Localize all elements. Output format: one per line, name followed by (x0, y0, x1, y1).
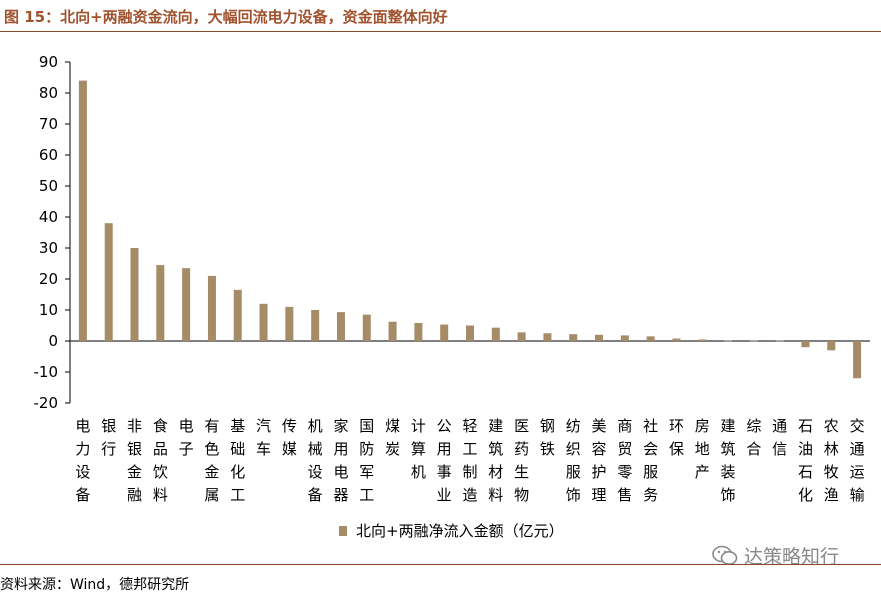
category-label: 建筑材料 (488, 417, 503, 504)
bar (595, 334, 604, 341)
category-label: 建筑装饰 (721, 417, 736, 504)
bar (724, 340, 733, 342)
category-label: 银行 (101, 417, 116, 458)
bar (130, 248, 139, 341)
y-tick-label: 50 (39, 177, 58, 195)
y-tick-label: 80 (39, 84, 58, 102)
category-label: 农林牧渔 (824, 417, 839, 504)
bar (414, 323, 423, 341)
category-label: 医药生物 (514, 417, 529, 504)
bar (285, 306, 294, 341)
category-label: 煤炭 (385, 417, 400, 458)
bottom-rule (0, 564, 881, 565)
y-tick-label: 40 (39, 208, 58, 226)
y-tick-label: -20 (34, 394, 59, 412)
legend-label: 北向+两融净流入金额（亿元） (356, 522, 564, 540)
y-tick-label: 90 (39, 53, 58, 71)
bar (207, 275, 216, 341)
y-tick-label: 60 (39, 146, 58, 164)
bar (336, 312, 345, 341)
category-label: 汽车 (256, 417, 271, 458)
y-tick-label: 10 (39, 301, 58, 319)
bar (698, 339, 707, 341)
category-label: 非银金融 (127, 417, 142, 504)
top-rule (0, 31, 881, 32)
category-label: 公用事业 (437, 417, 452, 504)
category-label: 环保 (669, 417, 684, 458)
category-label: 轻工制造 (462, 417, 477, 504)
category-label: 纺织服饰 (566, 417, 581, 504)
y-tick-label: -10 (34, 363, 59, 381)
category-label: 基础化工 (230, 417, 245, 504)
bar (104, 223, 113, 341)
bar (156, 265, 165, 341)
bar (672, 338, 681, 341)
bar (569, 334, 578, 341)
category-label: 电力设备 (75, 417, 90, 504)
category-label: 机械设备 (308, 417, 323, 504)
watermark-text: 达策略知行 (744, 546, 840, 568)
bar (853, 341, 862, 379)
bar (311, 310, 320, 341)
legend-swatch (339, 526, 347, 536)
watermark: 达策略知行 (712, 542, 839, 569)
source-note: 资料来源：Wind，德邦研究所 (0, 577, 190, 593)
y-tick-label: 0 (48, 332, 58, 350)
category-label: 有色金属 (204, 417, 219, 504)
category-label: 传媒 (282, 417, 297, 458)
category-label: 交通运输 (850, 417, 865, 504)
category-label: 食品饮料 (153, 417, 168, 504)
bar (620, 335, 629, 341)
bar (491, 327, 500, 341)
y-tick-label: 70 (39, 115, 58, 133)
bar (801, 341, 810, 348)
bar (362, 314, 371, 341)
category-label: 钢铁 (540, 417, 555, 458)
bar (466, 325, 474, 341)
bar (78, 80, 87, 341)
y-tick-label: 30 (39, 239, 58, 257)
category-label: 美容护理 (592, 417, 607, 504)
bar (233, 289, 242, 341)
category-label: 综合 (746, 417, 761, 458)
bar (259, 303, 268, 341)
y-tick-label: 20 (39, 270, 58, 288)
category-label: 社会服务 (643, 417, 658, 504)
bar (749, 340, 758, 342)
category-label: 国防军工 (359, 417, 374, 504)
category-label: 石油石化 (798, 417, 813, 504)
bar (388, 321, 397, 341)
bar (182, 268, 191, 341)
bar (440, 324, 449, 341)
bar (775, 340, 784, 342)
wechat-icon (712, 545, 738, 565)
figure-title: 图 15：北向+两融资金流向，大幅回流电力设备，资金面整体向好 (4, 8, 448, 26)
category-label: 电子 (179, 417, 194, 458)
bar (517, 332, 526, 341)
category-label: 房地产 (695, 417, 710, 481)
category-label: 商贸零售 (617, 417, 632, 504)
bar-chart: -20 -10 0 10 20 30 40 50 60 70 80 90 电力设备银行非银金融食品饮料电… (34, 53, 870, 540)
category-label: 家用电器 (333, 417, 348, 504)
bar (827, 341, 836, 351)
bar (646, 336, 655, 341)
bar (543, 333, 552, 341)
category-label: 通信 (772, 417, 787, 458)
category-label: 计算机 (411, 417, 426, 481)
